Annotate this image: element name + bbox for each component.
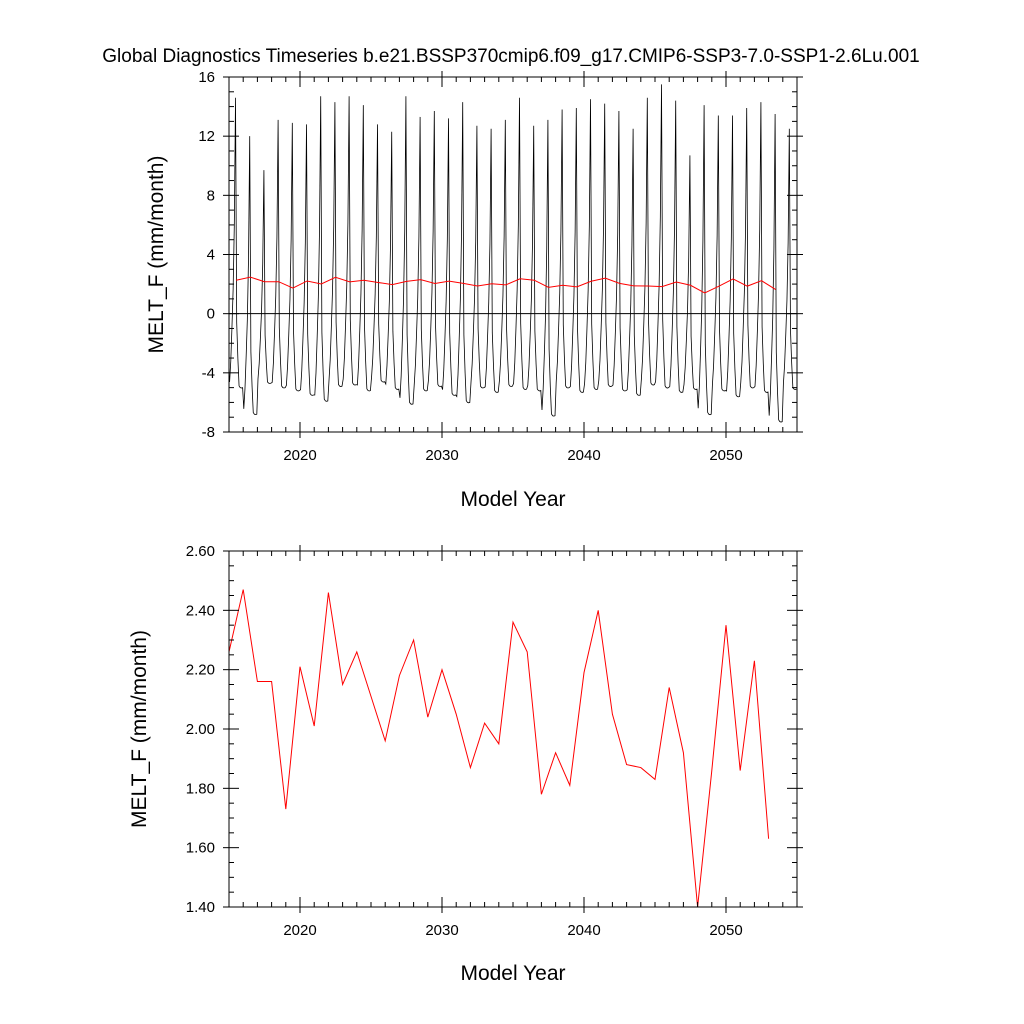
- y-tick-label: 0: [207, 306, 215, 323]
- x-tick-label: 2030: [425, 447, 458, 464]
- y-tick-label: -4: [202, 365, 215, 382]
- annual-mean-line-1-0: [229, 589, 770, 907]
- monthly-series-line-0-0: [229, 84, 797, 423]
- x-axis-title: Model Year: [460, 962, 565, 985]
- x-axis-title: Model Year: [460, 488, 565, 511]
- plot-frame: [228, 550, 798, 908]
- x-tick-label: 2020: [283, 447, 316, 464]
- y-tick-label: 2.20: [186, 662, 215, 679]
- plot-frame: [228, 76, 798, 433]
- y-axis-title: MELT_F (mm/month): [145, 156, 168, 354]
- y-tick-label: -8: [202, 424, 215, 441]
- y-tick-label: 1.80: [186, 780, 215, 797]
- y-tick-label: 1.60: [186, 840, 215, 857]
- y-tick-label: 4: [207, 247, 215, 264]
- chart-title: Global Diagnostics Timeseries b.e21.BSSP…: [102, 46, 919, 67]
- y-tick-label: 12: [198, 128, 215, 145]
- annual-mean-line-0-1: [235, 276, 776, 294]
- y-tick-label: 2.60: [186, 543, 215, 560]
- x-tick-label: 2020: [283, 922, 316, 939]
- y-axis-title: MELT_F (mm/month): [128, 630, 151, 828]
- x-tick-label: 2050: [709, 922, 742, 939]
- annual-mean-panel: 2020 2030 2040 2050 1.40 1.60 1.80 2.00 2.20 2.40…: [128, 543, 803, 985]
- x-tick-label: 2050: [709, 447, 742, 464]
- x-tick-label: 2040: [567, 447, 600, 464]
- x-tick-label: 2040: [567, 922, 600, 939]
- y-tick-label: 16: [198, 69, 215, 86]
- monthly-timeseries-panel: 2020 2030 2040 2050 -8 -4 0 4 8 12 16 Model Year MEL…: [145, 69, 803, 511]
- y-tick-label: 2.00: [186, 721, 215, 738]
- x-tick-label: 2030: [425, 922, 458, 939]
- y-tick-label: 2.40: [186, 602, 215, 619]
- y-tick-label: 1.40: [186, 899, 215, 916]
- y-tick-label: 8: [207, 187, 215, 204]
